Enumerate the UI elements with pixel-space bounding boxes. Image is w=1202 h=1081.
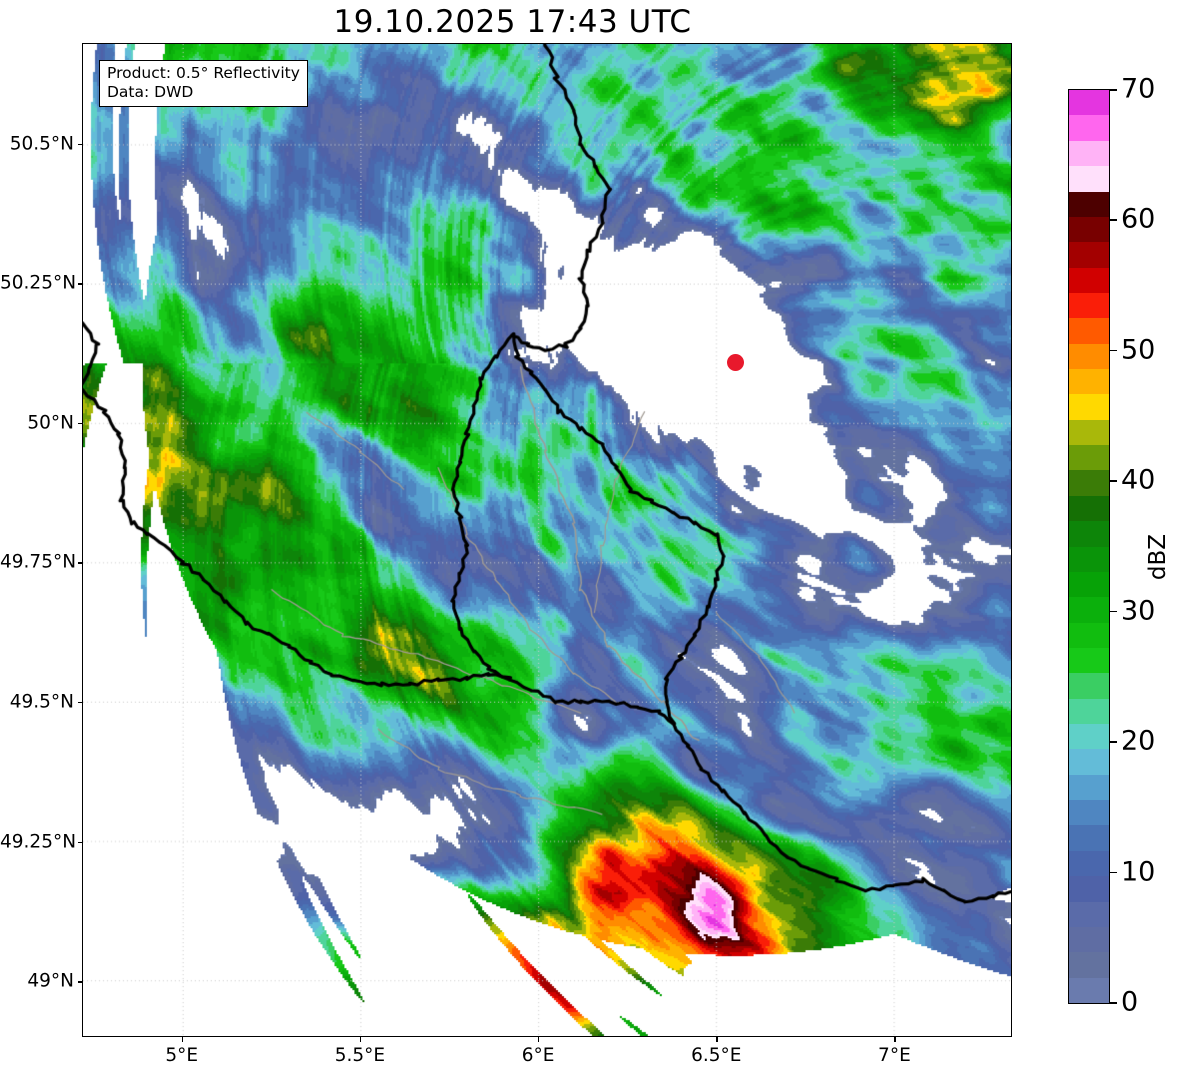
radar-plot-area: Product: 0.5° Reflectivity Data: DWD	[82, 43, 1012, 1037]
colorbar-band	[1069, 470, 1109, 496]
map-overlay-borders-rivers	[83, 44, 1011, 1036]
colorbar-band	[1069, 546, 1109, 572]
colorbar-band	[1069, 216, 1109, 243]
colorbar-band	[1069, 800, 1109, 826]
x-axis-tick-mark	[181, 1037, 184, 1042]
colorbar-tick-mark	[1110, 1002, 1117, 1004]
colorbar-tick-mark	[1110, 741, 1117, 743]
x-axis-tick-label: 5°E	[165, 1045, 199, 1066]
x-axis-tick-label: 6°E	[521, 1045, 555, 1066]
y-axis-tick-mark	[78, 283, 83, 285]
colorbar-band	[1069, 369, 1109, 395]
x-axis-tick-mark	[716, 1037, 718, 1042]
colorbar-band	[1069, 774, 1109, 801]
x-axis-tick-label: 6.5°E	[691, 1045, 742, 1066]
colorbar-tick-label: 60	[1121, 203, 1156, 235]
colorbar-tick-mark	[1110, 349, 1117, 352]
colorbar-band	[1069, 495, 1109, 522]
colorbar-title: dBZ	[1145, 533, 1171, 581]
y-axis-tick-mark	[78, 422, 83, 425]
y-axis-tick-label: 50.5°N	[9, 133, 74, 155]
colorbar-tick-mark	[1110, 610, 1117, 613]
x-axis-tick-label: 7°E	[878, 1045, 911, 1066]
colorbar-band	[1069, 977, 1109, 1003]
colorbar-band	[1069, 191, 1109, 217]
colorbar-band	[1069, 952, 1109, 978]
colorbar-tick-label: 0	[1121, 986, 1139, 1018]
colorbar-band	[1069, 724, 1109, 750]
colorbar-band	[1069, 166, 1109, 192]
colorbar-tick-label: 70	[1121, 73, 1156, 105]
y-axis-tick-label: 50°N	[27, 412, 74, 434]
colorbar-band	[1069, 521, 1109, 547]
colorbar-band	[1069, 698, 1109, 725]
colorbar-tick-mark	[1110, 480, 1117, 482]
x-axis-tick-mark	[359, 1037, 362, 1042]
colorbar-band	[1069, 140, 1109, 167]
colorbar-band	[1069, 673, 1109, 699]
product-info-box: Product: 0.5° Reflectivity Data: DWD	[99, 60, 308, 108]
colorbar-tick-label: 30	[1121, 595, 1156, 627]
colorbar-tick-mark	[1110, 871, 1117, 874]
colorbar-band	[1069, 850, 1109, 877]
colorbar-band	[1069, 115, 1109, 141]
colorbar-tick-label: 50	[1121, 334, 1156, 366]
colorbar-band	[1069, 394, 1109, 420]
colorbar-band	[1069, 876, 1109, 902]
colorbar-band	[1069, 90, 1109, 116]
product-line: Product: 0.5° Reflectivity	[107, 64, 300, 82]
colorbar-band	[1069, 901, 1109, 927]
y-axis-tick-label: 50.25°N	[0, 272, 77, 294]
colorbar-band	[1069, 571, 1109, 598]
y-axis-tick-label: 49°N	[27, 970, 74, 992]
y-axis-tick-mark	[78, 841, 83, 843]
colorbar-tick-label: 20	[1121, 725, 1156, 757]
y-axis-tick-label: 49.5°N	[9, 691, 74, 713]
colorbar-band	[1069, 445, 1109, 471]
colorbar-band	[1069, 318, 1109, 344]
colorbar-band	[1069, 419, 1109, 446]
colorbar-band	[1069, 597, 1109, 623]
colorbar-band	[1069, 292, 1109, 319]
colorbar-tick-mark	[1110, 89, 1117, 91]
page-title: 19.10.2025 17:43 UTC	[333, 4, 692, 40]
y-axis-tick-label: 49.75°N	[0, 551, 77, 573]
colorbar-band	[1069, 622, 1109, 648]
y-axis-tick-mark	[78, 562, 83, 564]
colorbar-tick-label: 10	[1121, 856, 1156, 888]
colorbar	[1068, 89, 1110, 1004]
y-axis-tick-mark	[78, 143, 83, 145]
y-axis-tick-mark	[78, 981, 83, 983]
x-axis-tick-mark	[538, 1037, 540, 1042]
y-axis-tick-label: 49.25°N	[0, 831, 77, 853]
colorbar-tick-label: 40	[1121, 464, 1156, 496]
radar-site-marker	[726, 353, 744, 371]
colorbar-band	[1069, 825, 1109, 851]
colorbar-band	[1069, 926, 1109, 953]
colorbar-band	[1069, 343, 1109, 370]
colorbar-band	[1069, 267, 1109, 293]
colorbar-band	[1069, 647, 1109, 674]
data-source-line: Data: DWD	[107, 83, 194, 102]
y-axis-tick-mark	[78, 701, 83, 704]
x-axis-tick-label: 5.5°E	[334, 1045, 386, 1066]
colorbar-tick-mark	[1110, 219, 1117, 221]
x-axis-tick-mark	[894, 1037, 896, 1042]
colorbar-band	[1069, 749, 1109, 775]
colorbar-band	[1069, 242, 1109, 268]
